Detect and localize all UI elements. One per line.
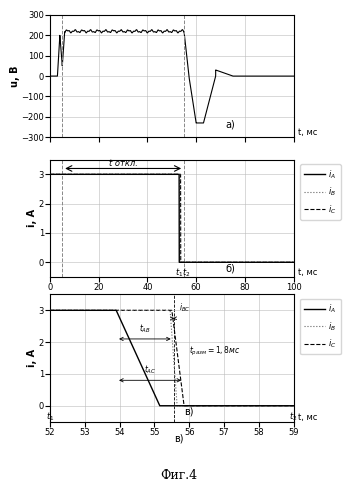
Text: $t_2$: $t_2$ — [182, 266, 191, 278]
Text: t, мс: t, мс — [299, 128, 318, 137]
Text: t, мс: t, мс — [299, 268, 318, 277]
Text: $t_1$: $t_1$ — [175, 266, 183, 278]
Text: $t_1$: $t_1$ — [46, 411, 54, 423]
Text: t откл.: t откл. — [109, 159, 137, 168]
Text: в): в) — [174, 434, 184, 444]
Text: Фиг.4: Фиг.4 — [160, 469, 198, 482]
Text: а): а) — [226, 119, 235, 129]
Text: $i_{BC}$: $i_{BC}$ — [179, 301, 190, 314]
Text: $t_{AB}$: $t_{AB}$ — [139, 323, 151, 335]
Legend: $i_A$, $i_B$, $i_C$: $i_A$, $i_B$, $i_C$ — [300, 164, 341, 220]
Text: $t_{AC}$: $t_{AC}$ — [144, 364, 156, 376]
Legend: $i_A$, $i_B$, $i_C$: $i_A$, $i_B$, $i_C$ — [300, 298, 341, 354]
Text: б): б) — [226, 263, 235, 273]
Text: t, мс: t, мс — [299, 413, 318, 422]
Y-axis label: i, А: i, А — [27, 209, 37, 228]
Y-axis label: u, В: u, В — [10, 65, 20, 87]
Y-axis label: i, А: i, А — [27, 349, 37, 367]
Text: в): в) — [184, 406, 194, 416]
Text: $t_2$: $t_2$ — [289, 411, 298, 423]
Text: $t_{разм}=1,8мс$: $t_{разм}=1,8мс$ — [189, 345, 241, 358]
